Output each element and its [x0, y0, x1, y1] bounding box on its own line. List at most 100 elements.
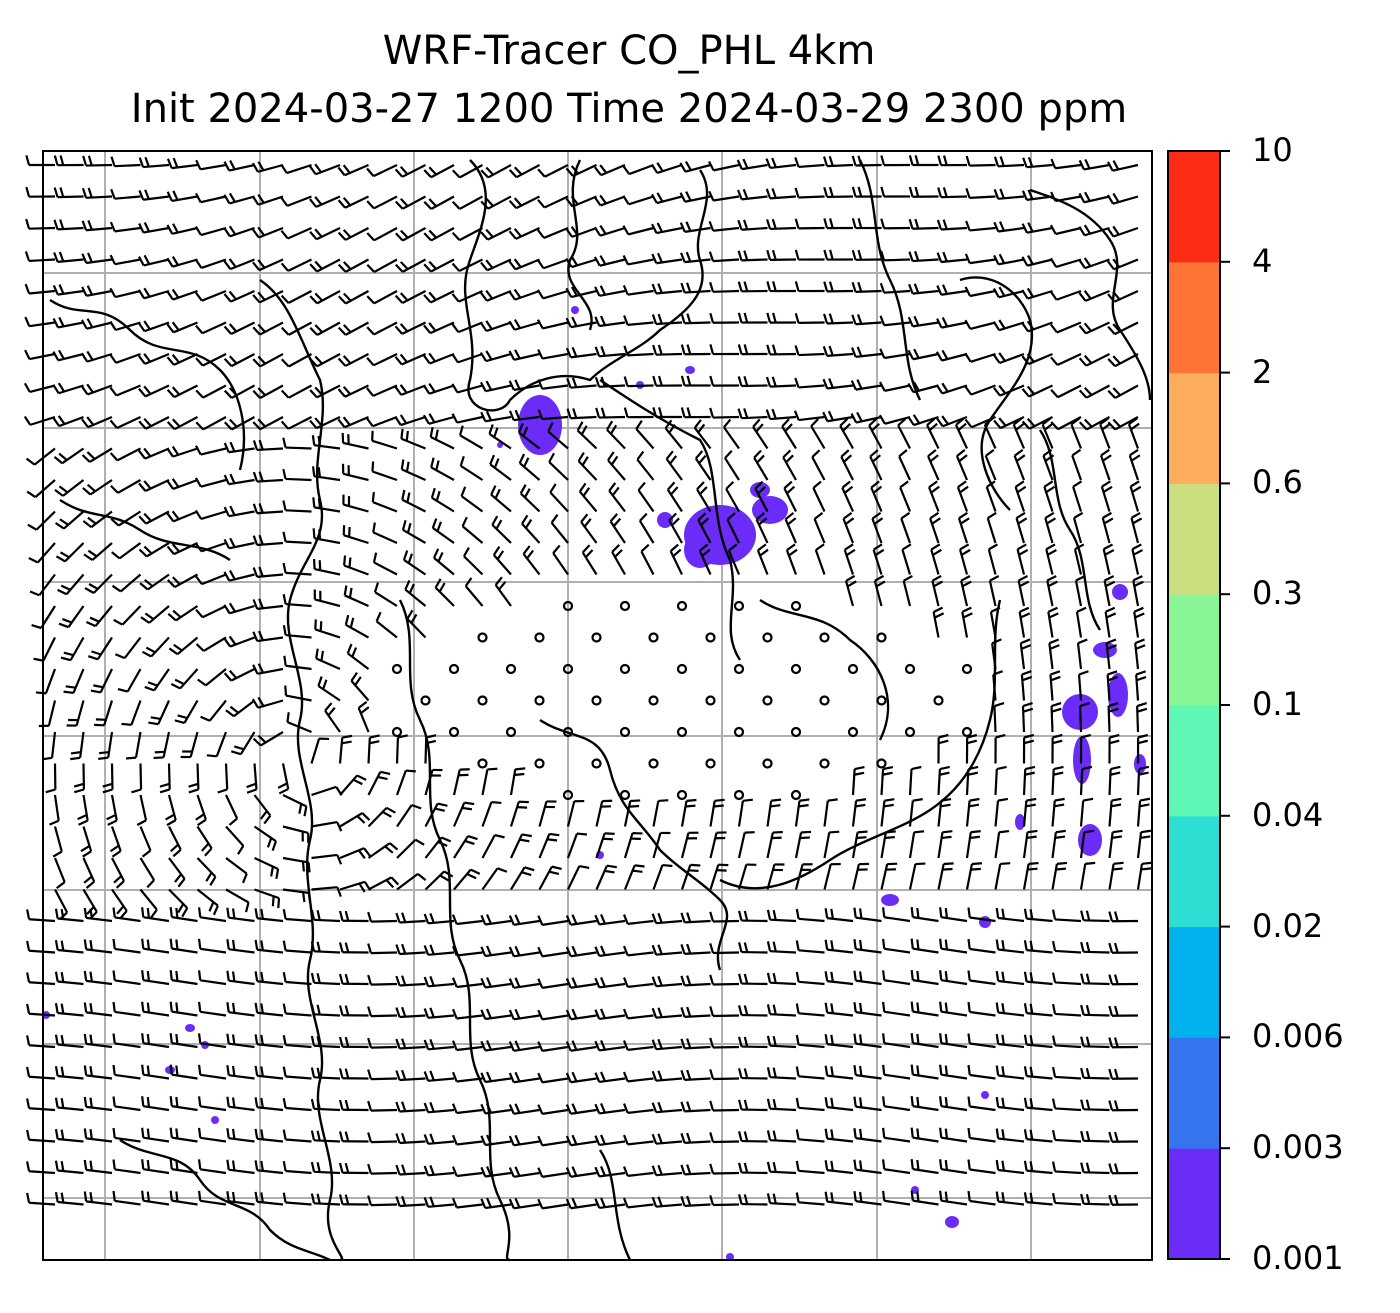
- tracer-patch: [750, 482, 770, 498]
- wind-barb: [170, 668, 199, 690]
- wind-barb: [423, 258, 455, 273]
- calm-wind-circle: [448, 663, 460, 675]
- wind-barb: [783, 480, 797, 512]
- wind-barb: [939, 1190, 968, 1206]
- wind-barb: [366, 164, 398, 178]
- wind-barb: [223, 225, 255, 238]
- wind-barb: [1023, 1160, 1053, 1175]
- wind-barb: [1023, 1003, 1053, 1017]
- wind-barb: [726, 512, 740, 544]
- colorbar-segment: [1168, 1037, 1220, 1149]
- wind-barb: [536, 289, 569, 300]
- wind-barb: [939, 938, 968, 954]
- wind-barb: [480, 164, 512, 179]
- wind-barb: [850, 411, 882, 424]
- wind-barb: [538, 865, 562, 891]
- wind-barb: [910, 938, 939, 954]
- wind-barb: [282, 888, 312, 903]
- wind-barb: [823, 313, 854, 325]
- wind-barb: [343, 555, 369, 576]
- wind-barbs: [23, 155, 1153, 1210]
- wind-barb: [81, 415, 113, 429]
- wind-barb: [901, 543, 912, 575]
- wind-barb: [479, 320, 512, 333]
- wind-barb: [565, 1103, 597, 1115]
- calm-wind-circle: [477, 695, 488, 706]
- wind-barb: [1080, 1193, 1110, 1206]
- wind-barb: [622, 977, 654, 988]
- wind-barb: [1023, 1192, 1053, 1206]
- wind-barb: [1136, 702, 1148, 733]
- wind-barb: [908, 283, 939, 295]
- wind-barb: [593, 255, 626, 267]
- wind-barb: [1051, 1161, 1082, 1175]
- wind-barb: [1078, 191, 1110, 204]
- wind-barb: [651, 1038, 683, 1051]
- calm-wind-circle: [904, 663, 916, 675]
- wind-barb: [430, 487, 455, 513]
- wind-barb: [939, 1127, 968, 1143]
- wind-barb: [282, 1129, 312, 1143]
- wind-barb: [1108, 1163, 1139, 1175]
- wind-barb: [967, 1064, 996, 1080]
- wind-barb: [188, 763, 200, 794]
- wind-barb: [595, 407, 626, 419]
- wind-barb: [83, 1128, 113, 1143]
- wind-barb: [537, 1167, 569, 1178]
- wind-barb: [824, 1191, 854, 1206]
- map-plot-area[interactable]: [23, 150, 1153, 1262]
- calm-wind-circle: [676, 726, 688, 738]
- wind-barb: [111, 573, 142, 593]
- wind-barb: [194, 258, 227, 270]
- wind-barb: [53, 447, 85, 465]
- wind-barb: [765, 188, 797, 200]
- wind-barb: [565, 1040, 597, 1052]
- calm-wind-circle: [762, 695, 773, 706]
- wind-barb: [1051, 797, 1065, 827]
- tracer-patch: [211, 1116, 219, 1124]
- wind-barb: [25, 447, 56, 466]
- wind-barb: [1079, 733, 1092, 764]
- wind-barb: [338, 910, 369, 923]
- wind-barb: [552, 544, 569, 576]
- wind-barb: [1050, 384, 1082, 399]
- wind-barb: [282, 1034, 312, 1049]
- wind-barb: [1078, 353, 1110, 367]
- wind-barb: [850, 379, 882, 391]
- wind-barb: [766, 1161, 797, 1175]
- wind-barb: [1051, 733, 1063, 764]
- wind-barb: [480, 1134, 512, 1147]
- wind-barb: [169, 938, 198, 954]
- calm-wind-circle: [790, 663, 802, 675]
- wind-barb: [709, 375, 740, 387]
- wind-barb: [83, 1065, 113, 1080]
- wind-barb: [737, 189, 768, 201]
- wind-barb: [394, 352, 426, 366]
- wind-barb: [366, 227, 398, 242]
- colorbar-segment: [1168, 815, 1220, 928]
- wind-barb: [422, 413, 455, 425]
- wind-barb: [166, 256, 198, 268]
- wind-barb: [1108, 1068, 1139, 1080]
- wind-barb: [880, 186, 911, 198]
- wind-barb: [80, 383, 113, 396]
- wind-barb: [423, 1070, 455, 1082]
- wind-barb: [480, 1166, 512, 1178]
- wind-barb: [26, 479, 56, 499]
- colorbar-segment: [1168, 151, 1220, 263]
- wind-barb: [166, 190, 198, 203]
- wind-barb: [853, 1159, 882, 1175]
- wind-barb: [54, 971, 84, 986]
- wind-barb: [494, 576, 512, 607]
- wind-barb: [566, 799, 585, 827]
- wind-barb: [725, 481, 740, 513]
- colorbar: [1167, 150, 1230, 1260]
- wind-barb: [54, 1002, 84, 1017]
- wind-barb: [565, 256, 597, 269]
- tracer-patch: [518, 395, 562, 455]
- wind-barb: [622, 195, 654, 206]
- wind-barb: [223, 384, 256, 399]
- wind-barb: [737, 281, 768, 293]
- wind-barb: [594, 1166, 626, 1178]
